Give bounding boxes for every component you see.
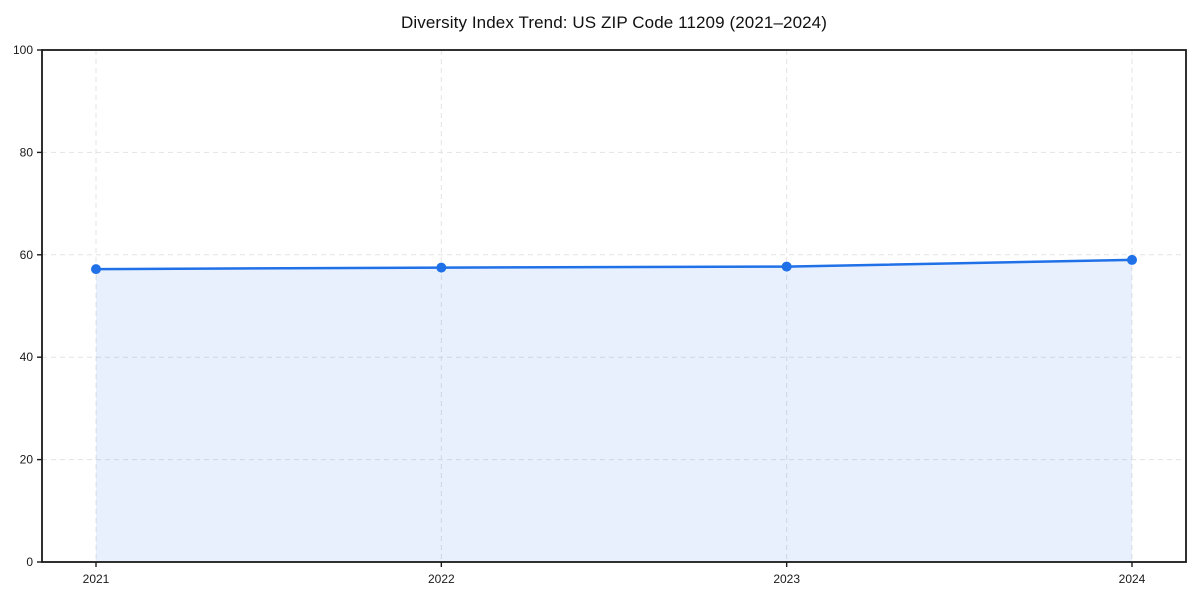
x-tick-label: 2023 [773,572,800,586]
area-fill [96,259,1132,562]
y-tick-label: 20 [20,453,34,467]
y-tick-label: 40 [20,350,34,364]
data-point-marker [436,262,447,273]
x-tick-label: 2024 [1119,572,1146,586]
y-tick-label: 0 [26,555,33,569]
chart-title: Diversity Index Trend: US ZIP Code 11209… [400,13,828,32]
x-tick-label: 2022 [428,572,455,586]
data-point-marker [91,264,101,275]
y-tick-label: 60 [20,248,34,262]
x-tick-label: 2021 [83,572,110,586]
y-tick-label: 100 [13,43,33,57]
data-point-marker [781,261,792,272]
y-tick-label: 80 [20,145,34,159]
data-point-marker [1127,254,1137,265]
data-line [94,258,1134,271]
plot-frame [41,49,1187,563]
